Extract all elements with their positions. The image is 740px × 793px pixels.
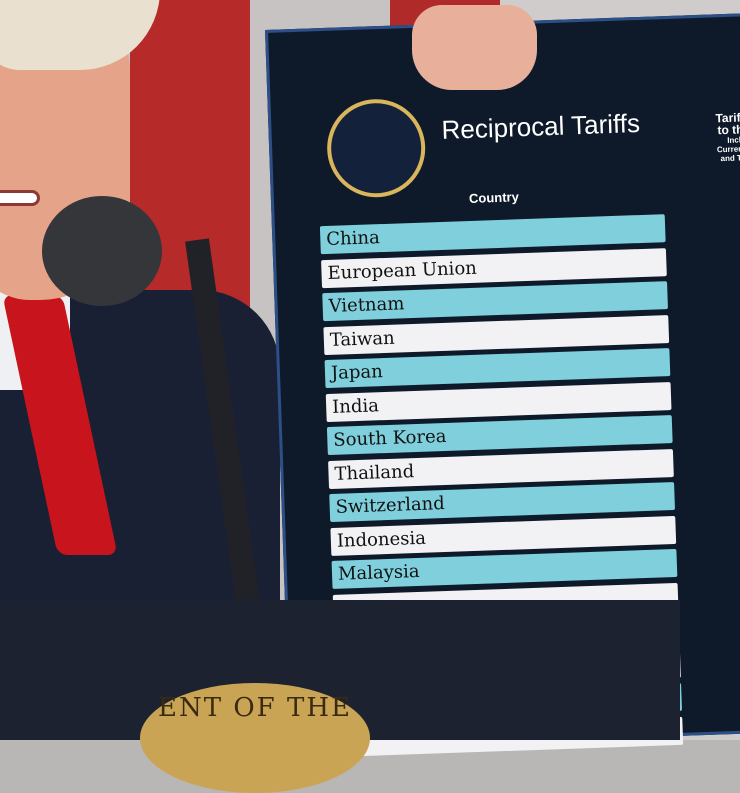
country-cell: Indonesia <box>330 515 677 556</box>
country-cell: China <box>319 214 666 255</box>
country-cell: Thailand <box>328 448 674 489</box>
header-line: and Tra <box>720 153 740 164</box>
country-cell: Taiwan <box>323 314 670 355</box>
header-line: to the <box>717 122 740 138</box>
presidential-seal <box>325 97 427 199</box>
board-title: Reciprocal Tariffs <box>441 107 641 145</box>
country-cell: South Korea <box>326 415 673 456</box>
hand <box>412 5 537 90</box>
podium-seal: ENT OF THE <box>140 683 370 793</box>
microphone <box>42 196 162 306</box>
mouth <box>0 190 40 206</box>
country-cell: Japan <box>324 348 671 389</box>
country-cell: Switzerland <box>329 482 676 523</box>
country-cell: Vietnam <box>322 281 668 322</box>
country-cell: Malaysia <box>331 548 678 589</box>
country-cell: India <box>325 381 672 422</box>
tariff-header: Tariffs to the Incl Currency and Tra <box>703 110 740 164</box>
country-cell: European Union <box>321 247 667 288</box>
country-header: Country <box>468 189 520 206</box>
